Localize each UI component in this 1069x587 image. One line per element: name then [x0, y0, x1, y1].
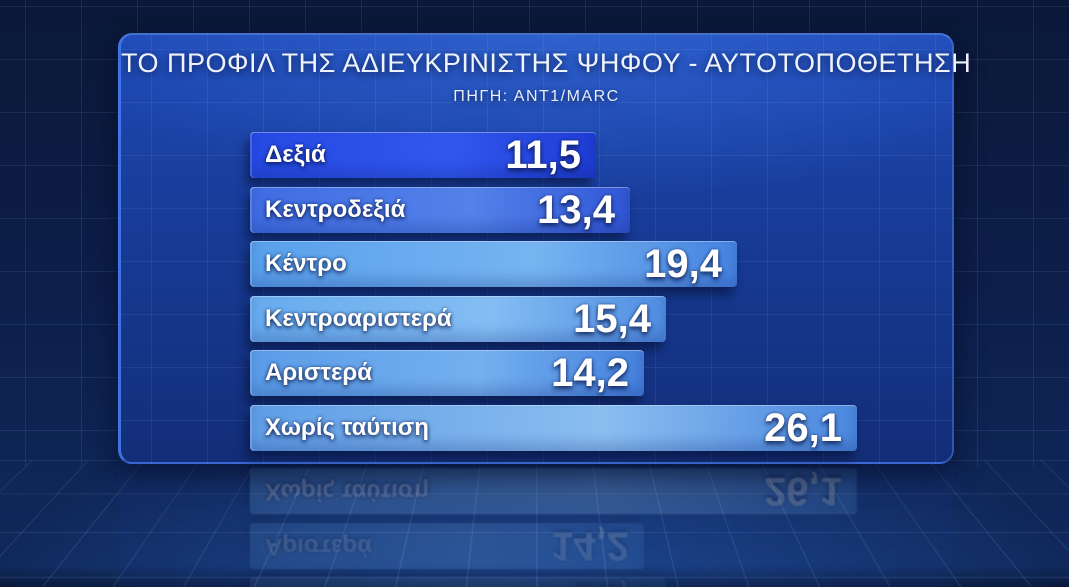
bar-value-label: 14,2 [551, 351, 629, 395]
chart-reflection: ΤΟ ΠΡΟΦΙΛ ΤΗΣ ΑΔΙΕΥΚΡΙΝΙΣΤΗΣ ΨΗΦΟΥ - ΑΥΤ… [118, 455, 954, 587]
bar-value-label: 11,5 [505, 133, 581, 177]
bar: Κεντροαριστερά 15,4 [250, 295, 666, 342]
bar: Δεξιά 11,5 [250, 132, 596, 178]
bar-value-label: 26,1 [764, 405, 842, 450]
bar-category-label: Κεντροδεξιά [265, 195, 406, 223]
floor-grid [0, 460, 1069, 587]
bar-category-label: Δεξιά [265, 141, 326, 168]
chart-title: ΤΟ ΠΡΟΦΙΛ ΤΗΣ ΑΔΙΕΥΚΡΙΝΙΣΤΗΣ ΨΗΦΟΥ - ΑΥΤ… [121, 48, 972, 78]
bar: Αριστερά 14,2 [250, 350, 644, 396]
bars-group: Δεξιά 11,5 Κεντροδεξιά 13,4 Κέντρο 19,4 … [250, 132, 857, 451]
bar: Κέντρο 19,4 [250, 241, 737, 287]
bar-category-label: Χωρίς ταύτιση [265, 413, 429, 441]
bar: Χωρίς ταύτιση 26,1 [250, 404, 857, 451]
bar-category-label: Αριστερά [265, 359, 372, 386]
bar: Κεντροδεξιά 13,4 [250, 186, 630, 233]
bar-value-label: 15,4 [573, 296, 651, 341]
bar-category-label: Κέντρο [265, 250, 347, 277]
bar-value-label: 13,4 [537, 187, 615, 232]
chart-source: ΠΗΓΗ: ΑΝΤ1/MARC [453, 88, 620, 105]
chart-panel: ΤΟ ΠΡΟΦΙΛ ΤΗΣ ΑΔΙΕΥΚΡΙΝΙΣΤΗΣ ΨΗΦΟΥ - ΑΥΤ… [118, 33, 972, 464]
bar-value-label: 19,4 [644, 242, 722, 286]
bar-category-label: Κεντροαριστερά [265, 304, 452, 332]
